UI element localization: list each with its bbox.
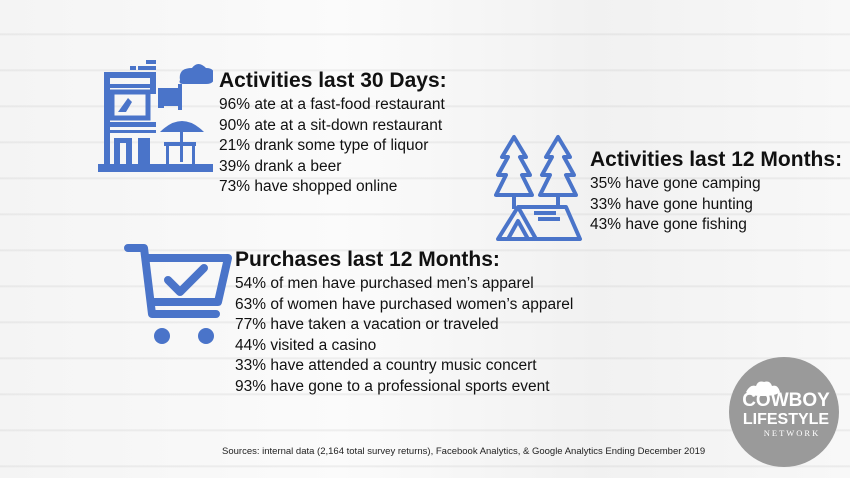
- restaurant-icon: [98, 60, 213, 172]
- list-item: 54% of men have purchased men’s apparel: [235, 275, 534, 292]
- purchases-12-months: Purchases last 12 Months: 54% of men hav…: [235, 248, 573, 398]
- shopping-cart-check-icon: [124, 244, 232, 344]
- logo-line-1: COWBOY: [742, 390, 830, 411]
- list-item: 73% have shopped online: [219, 178, 398, 196]
- activities-12-months-heading: Activities last 12 Months:: [590, 148, 843, 171]
- list-item: 21% drank some type of liquor: [219, 137, 429, 155]
- camping-tent-icon: [494, 135, 582, 241]
- activities-12-months: Activities last 12 Months: 35% have gone…: [590, 148, 842, 236]
- list-item: 96% ate at a fast-food restaurant: [219, 96, 445, 113]
- list-item: 33% have gone hunting: [590, 195, 753, 213]
- purchases-12-months-heading: Purchases last 12 Months:: [235, 248, 500, 271]
- logo-line-2: LIFESTYLE: [743, 411, 830, 428]
- list-item: 44% visited a casino: [235, 336, 377, 354]
- activities-30-days-heading: Activities last 30 Days:: [219, 69, 447, 92]
- list-item: 43% have gone fishing: [590, 216, 747, 234]
- list-item: 93% have gone to a professional sports e…: [235, 377, 550, 395]
- cowboy-lifestyle-network-logo: COWBOY LIFESTYLE NETWORK: [729, 357, 839, 467]
- list-item: 39% drank a beer: [219, 157, 342, 175]
- list-item: 90% ate at a sit-down restaurant: [219, 116, 443, 134]
- activities-30-days: Activities last 30 Days: 96% ate at a fa…: [219, 69, 447, 198]
- sources-footnote: Sources: internal data (2,164 total surv…: [222, 446, 706, 457]
- logo-line-3: NETWORK: [764, 428, 821, 438]
- list-item: 63% of women have purchased women’s appa…: [235, 295, 574, 313]
- list-item: 33% have attended a country music concer…: [235, 357, 537, 375]
- list-item: 77% have taken a vacation or traveled: [235, 316, 499, 334]
- list-item: 35% have gone camping: [590, 175, 761, 192]
